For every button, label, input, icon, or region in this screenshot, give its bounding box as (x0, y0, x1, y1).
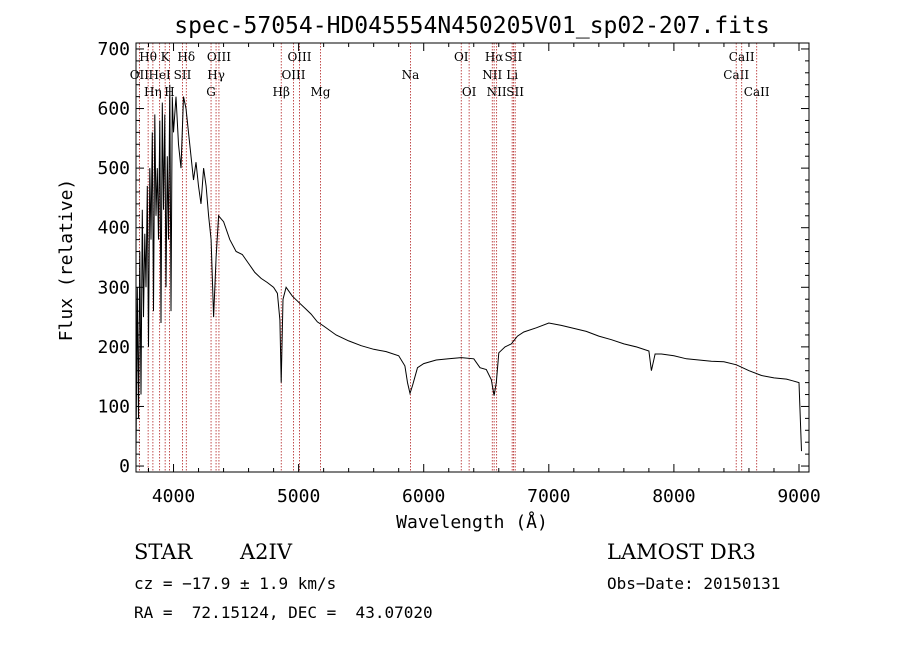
line-markers: OIIHθHηHeIKHSIIHδGHγOIIIHβOIIIOIIIMgNaOI… (130, 43, 770, 472)
line-marker-label: OIII (281, 68, 305, 82)
line-marker-label: Hβ (273, 85, 290, 99)
line-marker-label: Li (506, 68, 518, 82)
line-marker-label: Mg (311, 85, 331, 99)
line-marker-label: OIII (207, 50, 231, 64)
line-marker-label: NII (487, 85, 507, 99)
line-marker-label: Hη (144, 85, 162, 99)
x-tick-label: 9000 (777, 486, 820, 507)
redshift-cz: cz = −17.9 ± 1.9 km/s (134, 574, 337, 593)
ra-dec-coordinates: RA = 72.15124, DEC = 43.07020 (134, 603, 433, 622)
line-marker-label: Hα (485, 50, 504, 64)
line-marker-label: Hθ (139, 50, 157, 64)
survey-name: LAMOST DR3 (607, 540, 756, 564)
line-marker-label: K (161, 50, 171, 64)
y-tick-label: 500 (97, 158, 130, 179)
x-tick-label: 7000 (527, 486, 570, 507)
x-tick-label: 6000 (402, 486, 445, 507)
line-marker-label: OI (454, 50, 469, 64)
plot-frame (135, 42, 810, 473)
y-tick-label: 700 (97, 39, 130, 60)
x-axis-label: Wavelength (Å) (396, 511, 548, 533)
y-tick-label: 600 (97, 99, 130, 120)
line-marker-label: Hδ (177, 50, 195, 64)
line-marker-label: Na (402, 68, 420, 82)
y-tick-label: 0 (119, 456, 130, 477)
line-marker-label: NII (482, 68, 502, 82)
line-marker-label: CaII (744, 85, 770, 99)
y-axis-label: Flux (relative) (56, 179, 77, 342)
observation-date: Obs−Date: 20150131 (607, 574, 781, 593)
line-marker-label: SII (505, 50, 523, 64)
line-marker-label: G (206, 85, 216, 99)
y-tick-label: 300 (97, 277, 130, 298)
line-marker-label: OI (462, 85, 477, 99)
x-tick-label: 4000 (152, 486, 195, 507)
y-tick-label: 200 (97, 337, 130, 358)
chart-title: spec-57054-HD045554N450205V01_sp02-207.f… (174, 13, 769, 39)
object-class: STAR (134, 540, 193, 564)
line-marker-label: SII (174, 68, 192, 82)
line-marker-label: Hγ (207, 68, 225, 82)
spectrum-line (135, 84, 802, 455)
axis-ticks: 4000 5000 6000 7000 8000 9000 0 100 200 300 400 500… (97, 39, 820, 507)
line-marker-label: SII (506, 85, 524, 99)
y-tick-label: 400 (97, 218, 130, 239)
line-marker-label: OII (130, 68, 150, 82)
line-marker-label: CaII (729, 50, 755, 64)
y-tick-label: 100 (97, 396, 130, 417)
object-subclass: A2IV (240, 540, 292, 564)
x-tick-label: 8000 (652, 486, 695, 507)
line-marker-label: CaII (723, 68, 749, 82)
line-marker-label: HeI (148, 68, 171, 82)
line-marker-label: OIII (287, 50, 311, 64)
x-tick-label: 5000 (277, 486, 320, 507)
